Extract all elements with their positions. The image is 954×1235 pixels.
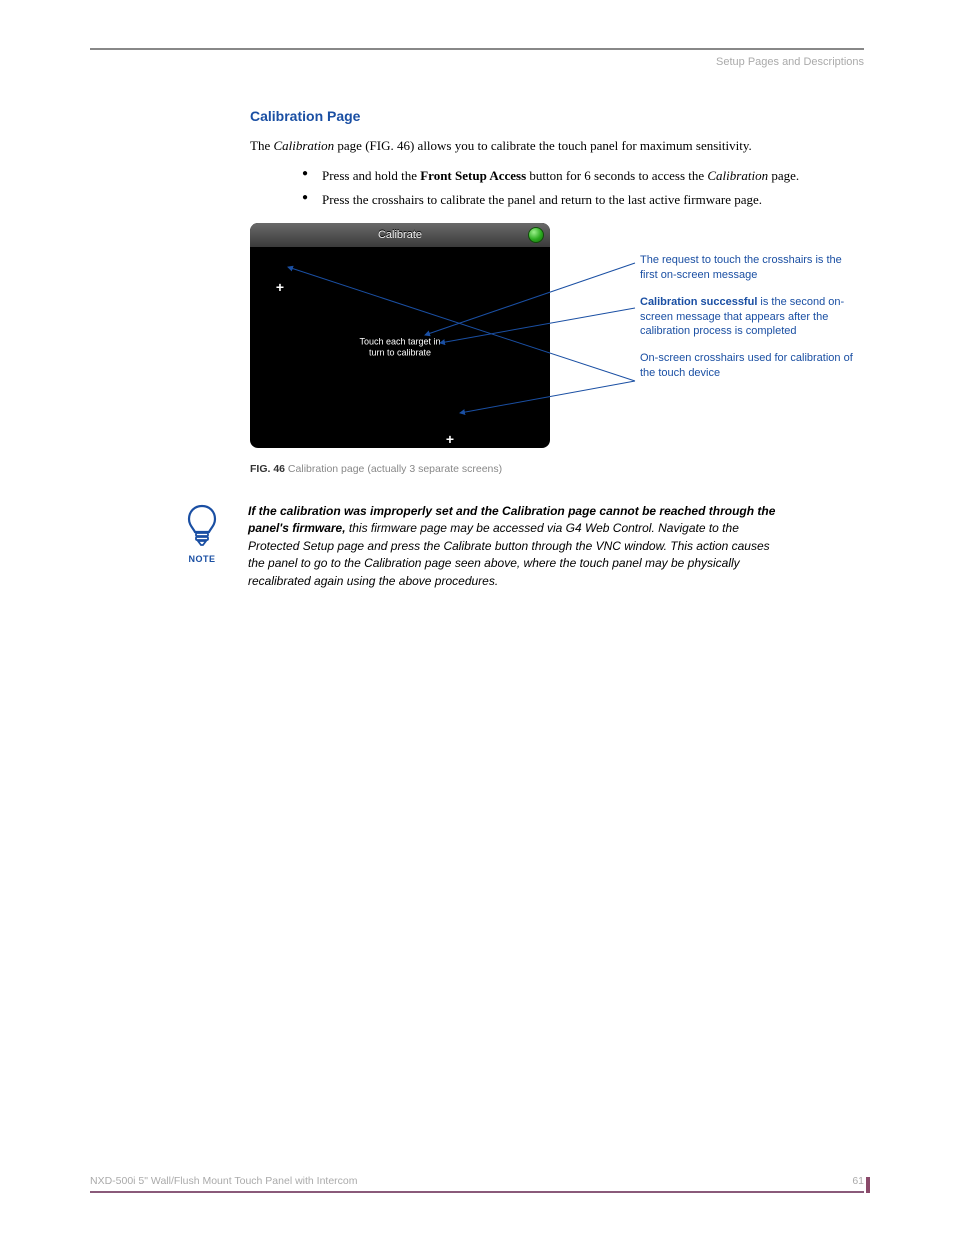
document-page: Setup Pages and Descriptions Calibration… <box>0 0 954 1235</box>
lightbulb-icon <box>183 503 221 547</box>
status-led-icon <box>528 227 544 243</box>
figure-46: Calibrate + + Touch each target in turn … <box>250 223 864 455</box>
header-section-label: Setup Pages and Descriptions <box>90 56 864 68</box>
anno2-strong: Calibration successful <box>640 296 757 308</box>
intro-em: Calibration <box>273 138 334 153</box>
footer-left: NXD-500i 5" Wall/Flush Mount Touch Panel… <box>90 1175 358 1187</box>
crosshair-icon: + <box>276 280 284 294</box>
bullet-1: Press and hold the Front Setup Access bu… <box>302 166 864 187</box>
intro-rest: page (FIG. 46) allows you to calibrate t… <box>334 138 752 153</box>
page-footer: NXD-500i 5" Wall/Flush Mount Touch Panel… <box>90 1175 864 1193</box>
bullet-2: Press the crosshairs to calibrate the pa… <box>302 190 864 211</box>
b1-pre: Press and hold the <box>322 168 420 183</box>
annotation-1: The request to touch the crosshairs is t… <box>640 253 860 283</box>
b1-post: page. <box>768 168 799 183</box>
annotation-2: Calibration successful is the second on-… <box>640 295 860 340</box>
intro-paragraph: The Calibration page (FIG. 46) allows yo… <box>250 136 864 156</box>
msg-line2: turn to calibrate <box>369 348 431 358</box>
note-icon-block: NOTE <box>172 503 232 564</box>
anno3-text: On-screen crosshairs used for calibratio… <box>640 352 853 379</box>
note-block: NOTE If the calibration was improperly s… <box>172 503 864 590</box>
annotation-block: The request to touch the crosshairs is t… <box>640 253 860 393</box>
calibration-panel: Calibrate + + Touch each target in turn … <box>250 223 550 448</box>
b1-mid: button for 6 seconds to access the <box>526 168 707 183</box>
note-text: If the calibration was improperly set an… <box>248 503 788 590</box>
section-title: Calibration Page <box>250 108 864 124</box>
top-rule <box>90 48 864 50</box>
anno1-text: The request to touch the crosshairs is t… <box>640 254 842 281</box>
note-label: NOTE <box>172 554 232 564</box>
crosshair-icon: + <box>446 432 454 446</box>
content-area: Calibration Page The Calibration page (F… <box>250 108 864 590</box>
figure-caption-text: Calibration page (actually 3 separate sc… <box>285 463 502 475</box>
figure-caption: FIG. 46 Calibration page (actually 3 sep… <box>250 463 864 475</box>
b1-em: Calibration <box>707 168 768 183</box>
annotation-3: On-screen crosshairs used for calibratio… <box>640 351 860 381</box>
msg-line1: Touch each target in <box>359 336 440 346</box>
figure-label: FIG. 46 <box>250 463 285 475</box>
intro-prefix: The <box>250 138 273 153</box>
b1-bold: Front Setup Access <box>420 168 526 183</box>
panel-body: + + Touch each target in turn to calibra… <box>250 247 550 448</box>
footer-accent <box>866 1177 870 1193</box>
b2-text: Press the crosshairs to calibrate the pa… <box>322 192 762 207</box>
bullet-list: Press and hold the Front Setup Access bu… <box>302 166 864 212</box>
panel-titlebar: Calibrate <box>250 223 550 247</box>
panel-message: Touch each target in turn to calibrate <box>359 336 440 359</box>
panel-title: Calibrate <box>378 229 422 241</box>
footer-page-number: 61 <box>852 1175 864 1187</box>
